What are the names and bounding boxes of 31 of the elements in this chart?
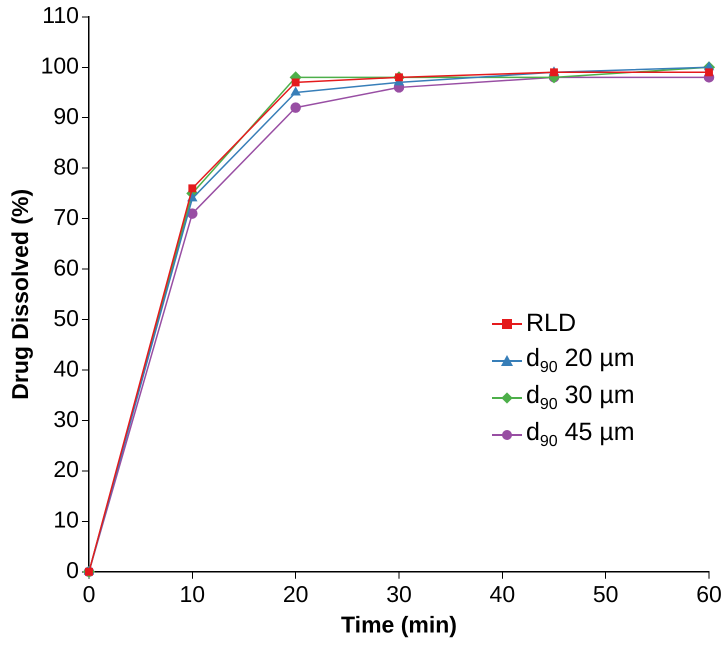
y-tick-label: 90 (53, 103, 79, 130)
y-tick-label: 10 (53, 506, 79, 533)
legend-label: d$_{90}$ 20 µm (526, 344, 635, 377)
x-tick-label: 50 (592, 580, 618, 607)
legend-label: RLD (526, 309, 576, 338)
point (395, 73, 403, 82)
x-tick-label: 30 (386, 580, 412, 607)
x-axis-title: Time (min) (341, 612, 457, 638)
legend-label: d$_{90}$ 30 µm (526, 381, 635, 414)
point (188, 184, 196, 192)
x-tick-label: 10 (180, 580, 206, 607)
point (705, 68, 713, 76)
point (291, 87, 300, 96)
x-tick-label: 0 (82, 580, 96, 607)
y-tick-label: 0 (66, 557, 79, 584)
y-tick-label: 80 (53, 154, 79, 180)
legend-label: d$_{90}$ 45 µm (526, 418, 635, 451)
y-tick-label: 100 (40, 52, 79, 79)
x-tick-label: 20 (282, 580, 308, 607)
y-axis-title: Drug Dissolved (%) (7, 188, 34, 400)
y-tick-label: 40 (53, 355, 79, 382)
y-tick-label: 110 (42, 2, 79, 28)
y-tick-label: 30 (53, 406, 79, 432)
point (292, 78, 300, 86)
x-tick-label: 40 (490, 580, 516, 607)
y-tick-label: 20 (53, 456, 79, 482)
y-tick-label: 70 (53, 204, 79, 230)
x-tick-label: 60 (696, 580, 722, 607)
y-tick-label: 50 (53, 304, 79, 331)
y-tick-label: 60 (53, 254, 79, 280)
point (290, 102, 301, 113)
